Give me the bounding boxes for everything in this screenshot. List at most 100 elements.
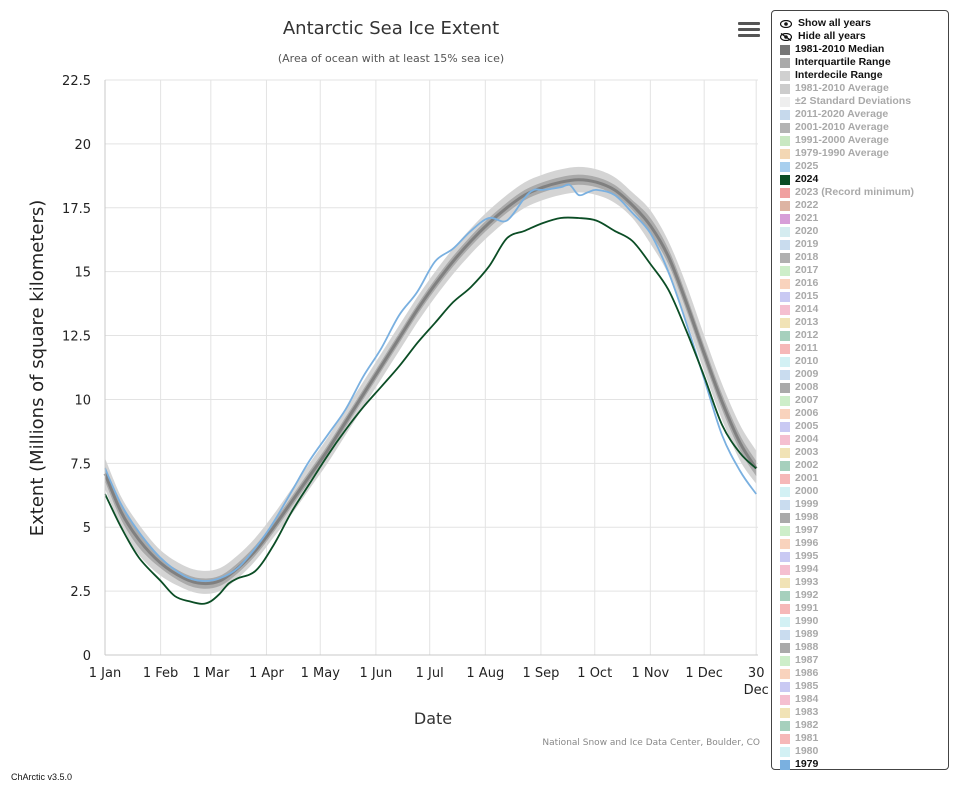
legend-swatch [780,512,790,523]
median-line [103,178,758,586]
legend-item-label: 1996 [795,537,819,549]
legend-item[interactable]: 1983 [780,706,948,719]
legend-item[interactable]: 2009 [780,368,948,381]
legend-item[interactable]: 1979 [780,758,948,771]
legend-swatch [780,668,790,679]
legend-item-label: 1997 [795,524,819,536]
legend-item[interactable]: 2017 [780,264,948,277]
legend-item[interactable]: 1985 [780,680,948,693]
legend-item[interactable]: 1982 [780,719,948,732]
show-all-years-label: Show all years [798,17,871,29]
hide-all-years-button[interactable]: Hide all years [780,30,948,43]
legend-item[interactable]: 2016 [780,277,948,290]
chart-menu-button[interactable] [738,22,760,42]
show-all-years-button[interactable]: Show all years [780,17,948,30]
eye-icon [780,19,792,28]
legend-swatch [780,538,790,549]
x-tick-label: 1 Apr [249,666,285,681]
chart-credit: National Snow and Ice Data Center, Bould… [542,738,760,748]
legend-item[interactable]: 2012 [780,329,948,342]
x-axis-label: Date [414,709,452,728]
legend-item[interactable]: 2002 [780,459,948,472]
legend-item[interactable]: Interdecile Range [780,69,948,82]
legend-item[interactable]: 2000 [780,485,948,498]
legend-swatch [780,213,790,224]
legend-item-label: 1984 [795,693,819,705]
legend-item-label: 2018 [795,251,819,263]
legend-swatch [780,434,790,445]
legend-item[interactable]: 2001-2010 Average [780,121,948,134]
legend-item-label: ±2 Standard Deviations [795,95,912,107]
legend-item[interactable]: 1984 [780,693,948,706]
legend-swatch [780,733,790,744]
legend-item[interactable]: 1995 [780,550,948,563]
x-tick-label: 1 Jul [416,666,444,681]
legend-item[interactable]: 2021 [780,212,948,225]
legend-swatch [780,447,790,458]
legend-item[interactable]: 1999 [780,498,948,511]
legend-item[interactable]: 1980 [780,745,948,758]
x-tick-label: 1 Oct [577,666,612,681]
legend-item[interactable]: 1981-2010 Median [780,43,948,56]
legend-item[interactable]: 1990 [780,615,948,628]
legend-swatch [780,148,790,159]
legend-item[interactable]: 1998 [780,511,948,524]
legend-item[interactable]: 2001 [780,472,948,485]
chart-subtitle: (Area of ocean with at least 15% sea ice… [278,52,504,65]
legend-swatch [780,616,790,627]
legend-item[interactable]: Interquartile Range [780,56,948,69]
menu-bar [738,22,760,25]
legend-item[interactable]: 2015 [780,290,948,303]
legend-item[interactable]: 1994 [780,563,948,576]
legend-swatch [780,655,790,666]
legend-item[interactable]: 1988 [780,641,948,654]
chart: Antarctic Sea Ice Extent (Area of ocean … [27,18,769,748]
menu-bar [738,34,760,37]
legend-item[interactable]: ±2 Standard Deviations [780,95,948,108]
legend-item[interactable]: 1989 [780,628,948,641]
legend-swatch [780,317,790,328]
legend-item[interactable]: 1991 [780,602,948,615]
legend-item[interactable]: 2023 (Record minimum) [780,186,948,199]
legend-item[interactable]: 1997 [780,524,948,537]
legend-item[interactable]: 2008 [780,381,948,394]
legend-item-label: 1994 [795,563,819,575]
x-tick-label: 1 Mar [192,666,230,681]
legend-swatch [780,551,790,562]
legend-item[interactable]: 2019 [780,238,948,251]
legend-item-label: 1991-2000 Average [795,134,889,146]
legend-swatch [780,265,790,276]
legend-item[interactable]: 2020 [780,225,948,238]
legend-item[interactable]: 2007 [780,394,948,407]
legend-item[interactable]: 1981 [780,732,948,745]
legend-item[interactable]: 2006 [780,407,948,420]
legend-item-label: 2007 [795,394,819,406]
legend-item-label: 1980 [795,745,819,757]
y-tick-label: 5 [83,521,91,536]
legend-item[interactable]: 1986 [780,667,948,680]
legend-item[interactable]: 2014 [780,303,948,316]
legend-item[interactable]: 1993 [780,576,948,589]
legend-item[interactable]: 2013 [780,316,948,329]
legend-swatch [780,681,790,692]
legend-item[interactable]: 2018 [780,251,948,264]
legend-item-label: 1993 [795,576,819,588]
legend-item[interactable]: 2005 [780,420,948,433]
legend-item[interactable]: 1992 [780,589,948,602]
legend-item[interactable]: 2011-2020 Average [780,108,948,121]
legend-item[interactable]: 1991-2000 Average [780,134,948,147]
legend-item[interactable]: 1996 [780,537,948,550]
legend-item[interactable]: 2004 [780,433,948,446]
legend-item[interactable]: 2022 [780,199,948,212]
legend-item[interactable]: 1979-1990 Average [780,147,948,160]
legend-item[interactable]: 2025 [780,160,948,173]
legend-item[interactable]: 2024 [780,173,948,186]
legend-item-label: 1991 [795,602,819,614]
legend-item[interactable]: 2011 [780,342,948,355]
x-tick-label: 1 Nov [631,666,669,681]
legend-item[interactable]: 2010 [780,355,948,368]
legend-item-label: 2016 [795,277,819,289]
legend-item[interactable]: 1981-2010 Average [780,82,948,95]
legend-item[interactable]: 2003 [780,446,948,459]
legend-item[interactable]: 1987 [780,654,948,667]
